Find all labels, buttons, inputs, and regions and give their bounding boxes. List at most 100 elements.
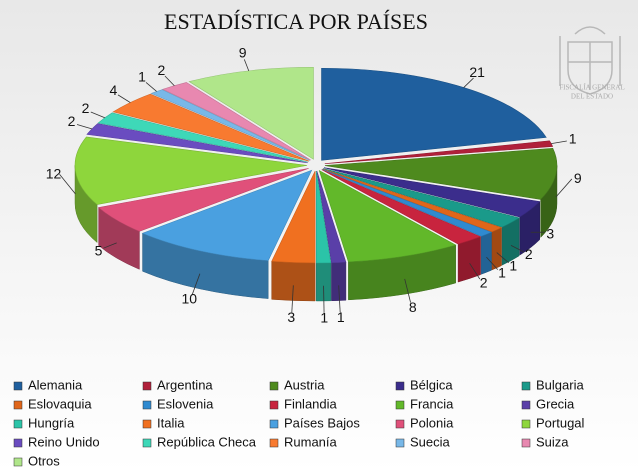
slice-side — [491, 227, 502, 271]
legend-label: Otros — [28, 453, 60, 468]
legend-label: Austria — [284, 377, 325, 392]
logo-text: FISCALÍA GENERAL — [559, 84, 625, 92]
slice — [324, 148, 558, 200]
slice-side — [331, 261, 347, 302]
leader-line — [103, 242, 117, 249]
legend-swatch — [269, 381, 279, 391]
legend-swatch — [142, 438, 152, 448]
data-label: 21 — [469, 64, 485, 80]
slice — [97, 168, 309, 232]
leader-line — [90, 111, 105, 119]
logo — [559, 26, 621, 95]
data-label: 4 — [109, 82, 117, 98]
legend-label: Suiza — [536, 434, 569, 449]
data-label: 12 — [46, 165, 62, 181]
legend-swatch — [13, 438, 23, 448]
leader-line — [551, 140, 567, 145]
slice-sides — [74, 165, 558, 302]
data-label: 10 — [182, 291, 198, 307]
leader-line — [404, 278, 411, 303]
slice-side — [480, 231, 492, 275]
legend-swatch — [269, 419, 279, 429]
legend-label: Suecia — [410, 434, 451, 449]
data-label: 8 — [409, 299, 417, 315]
data-label: 1 — [509, 258, 517, 274]
slice — [318, 169, 457, 263]
leader-line — [59, 174, 76, 195]
legend-swatch — [521, 381, 531, 391]
data-label: 3 — [546, 226, 554, 242]
legend-label: República Checa — [157, 434, 257, 449]
leader-line — [76, 124, 93, 130]
slice — [315, 170, 332, 264]
data-label: 2 — [158, 62, 166, 78]
leader-line — [164, 75, 175, 86]
data-label: 2 — [68, 113, 76, 129]
legend-swatch — [13, 457, 23, 467]
slice — [323, 167, 541, 218]
legend-label: Bélgica — [410, 377, 453, 392]
legend-swatch — [13, 419, 23, 429]
slice — [162, 82, 311, 161]
legend-swatch — [142, 381, 152, 391]
chart-title: ESTADÍSTICA POR PAÍSES — [164, 9, 428, 34]
legend-label: Países Bajos — [284, 415, 360, 430]
leader-line — [496, 252, 510, 264]
leader-line — [463, 77, 474, 88]
data-label: 1 — [569, 130, 577, 146]
data-label: 9 — [239, 44, 247, 60]
leader-line — [117, 94, 131, 103]
leader-line — [555, 178, 573, 198]
slice — [86, 123, 308, 164]
slice — [322, 168, 493, 237]
slice — [323, 168, 520, 228]
data-label: 5 — [95, 242, 103, 258]
leader-line — [338, 285, 341, 313]
leader-line — [243, 59, 250, 72]
legend-swatch — [142, 419, 152, 429]
slice — [271, 170, 316, 264]
legend-label: Grecia — [536, 396, 575, 411]
data-label: 2 — [82, 100, 90, 116]
legend-swatch — [521, 419, 531, 429]
legend-swatch — [395, 419, 405, 429]
slice — [74, 136, 308, 205]
legend-label: Bulgaria — [536, 377, 584, 392]
legend-label: Francia — [410, 396, 454, 411]
legend-swatch — [269, 400, 279, 410]
slice — [322, 168, 503, 233]
data-label: 9 — [574, 170, 582, 186]
leader-line — [469, 263, 481, 280]
legend-label: Italia — [157, 415, 185, 430]
legend-swatch — [395, 438, 405, 448]
legend-label: Polonia — [410, 415, 454, 430]
legend-swatch — [13, 400, 23, 410]
legend-label: Alemania — [28, 377, 83, 392]
legend-swatch — [395, 381, 405, 391]
data-label: 3 — [287, 309, 295, 325]
logo-text: DEL ESTADO — [571, 93, 613, 101]
legend-label: Finlandia — [284, 396, 338, 411]
data-label: 2 — [480, 274, 488, 290]
leader-line — [510, 245, 525, 253]
data-label: 1 — [138, 69, 146, 85]
legend-label: Eslovaquia — [28, 396, 92, 411]
slice — [321, 169, 482, 245]
data-label: 1 — [337, 309, 345, 325]
legend-label: Hungría — [28, 415, 75, 430]
slice-side — [271, 261, 316, 302]
legend-swatch — [521, 400, 531, 410]
leader-line — [145, 82, 157, 92]
slice — [112, 93, 310, 162]
slice-tops — [74, 66, 558, 264]
legend-label: Rumanía — [284, 434, 338, 449]
slice — [188, 66, 314, 160]
slice — [316, 170, 347, 264]
legend-swatch — [395, 400, 405, 410]
legend-swatch — [521, 438, 531, 448]
legend-swatch — [269, 438, 279, 448]
legend-swatch — [142, 400, 152, 410]
data-label: 1 — [320, 310, 328, 326]
leader-line — [486, 256, 499, 270]
